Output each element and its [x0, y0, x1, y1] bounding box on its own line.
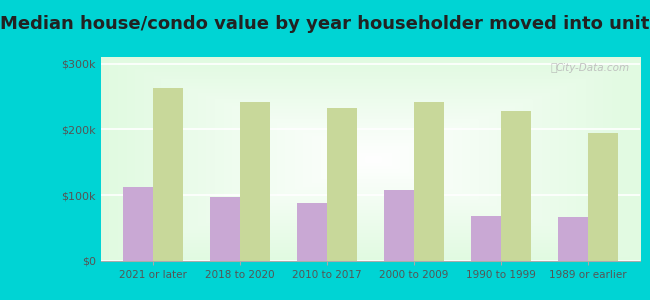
Text: ⓘ: ⓘ [550, 63, 556, 73]
Bar [296, 203, 327, 261]
Bar [153, 88, 183, 261]
Bar [240, 102, 270, 261]
Bar [414, 102, 445, 261]
Bar [588, 133, 619, 261]
Text: Median house/condo value by year householder moved into unit: Median house/condo value by year househo… [0, 15, 650, 33]
Bar [384, 190, 414, 261]
Bar [471, 216, 501, 261]
Bar [209, 197, 240, 261]
Bar [122, 187, 153, 261]
Bar [501, 111, 532, 261]
Text: City-Data.com: City-Data.com [555, 63, 629, 73]
Bar [327, 108, 358, 261]
Bar [558, 217, 588, 261]
